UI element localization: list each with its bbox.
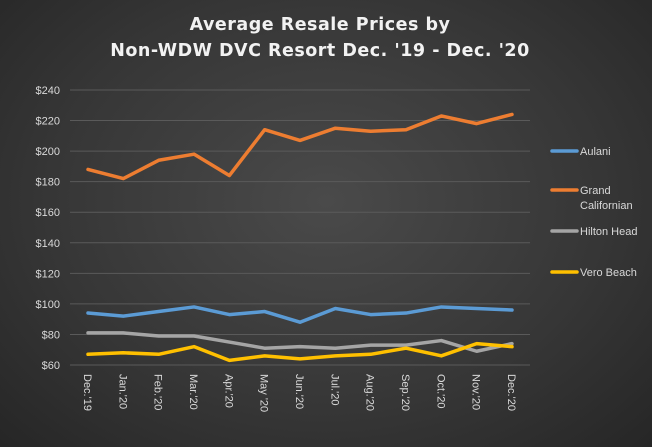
y-tick-label: $240 xyxy=(36,85,60,97)
series-line-grand-californian xyxy=(86,112,514,181)
series-line-hilton-head xyxy=(86,331,514,353)
chart-title-line-1: Average Resale Prices by xyxy=(189,15,451,35)
y-tick-label: $60 xyxy=(42,360,60,372)
y-tick-label: $100 xyxy=(36,299,60,311)
y-tick-label: $80 xyxy=(42,329,60,341)
series-line-vero-beach xyxy=(86,341,514,363)
legend-label: Vero Beach xyxy=(580,267,637,279)
y-tick-label: $160 xyxy=(36,207,60,219)
x-tick-label: Nov.'20 xyxy=(470,374,482,410)
x-tick-label: Mar.'20 xyxy=(187,374,199,410)
x-tick-label: Dec.'20 xyxy=(505,374,517,411)
legend-label: Grand xyxy=(580,185,611,197)
chart-title: Average Resale Prices by Non-WDW DVC Res… xyxy=(0,12,640,64)
y-tick-label: $200 xyxy=(36,146,60,158)
legend-label: Aulani xyxy=(580,146,611,158)
x-tick-label: Jun.'20 xyxy=(293,374,305,409)
y-tick-label: $180 xyxy=(36,177,60,189)
x-tick-label: Sep.'20 xyxy=(399,374,411,411)
x-tick-label: Feb.'20 xyxy=(152,374,164,410)
chart-title-line-2: Non-WDW DVC Resort Dec. '19 - Dec. '20 xyxy=(110,41,530,61)
x-tick-label: Jan.'20 xyxy=(116,374,128,409)
x-tick-label: May '20 xyxy=(258,374,270,412)
x-tick-label: Oct.'20 xyxy=(434,374,446,409)
series-line-aulani xyxy=(86,305,514,324)
legend-label: Hilton Head xyxy=(580,226,637,238)
x-tick-label: Aug.'20 xyxy=(364,374,376,411)
x-tick-label: Dec.'19 xyxy=(81,374,93,411)
y-tick-label: $140 xyxy=(36,238,60,250)
y-tick-label: $220 xyxy=(36,116,60,128)
y-tick-label: $120 xyxy=(36,268,60,280)
x-tick-label: Apr.'20 xyxy=(222,374,234,408)
x-tick-label: Jul.'20 xyxy=(328,374,340,405)
legend-label: Californian xyxy=(580,200,633,212)
